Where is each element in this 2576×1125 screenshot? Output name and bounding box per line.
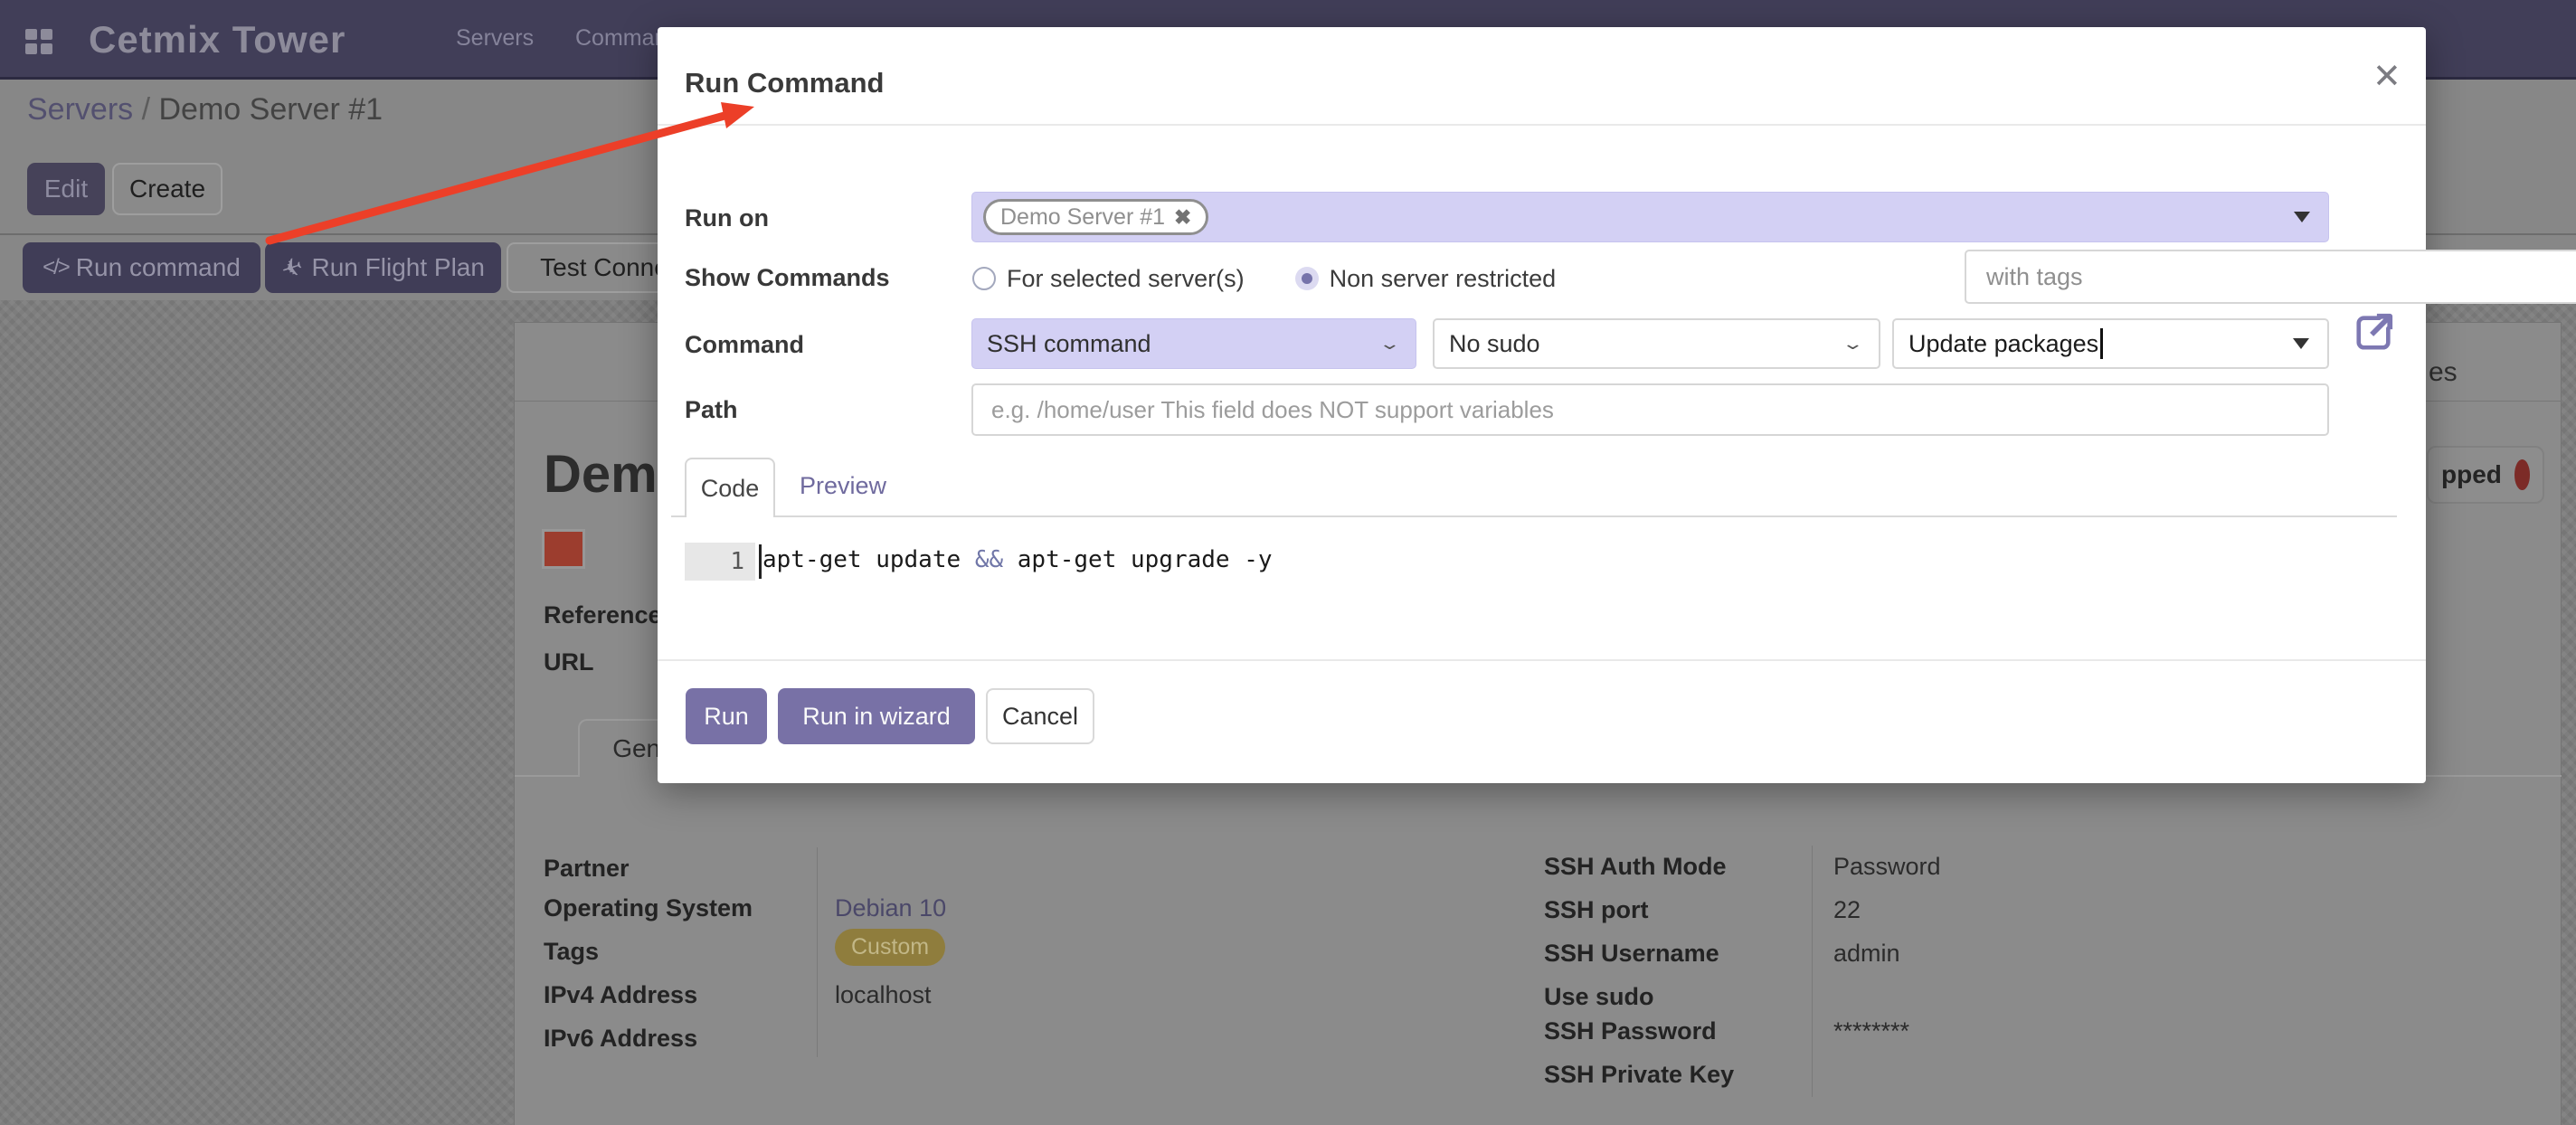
divider (1812, 846, 1813, 1097)
ssh-port-value: 22 (1833, 896, 1861, 923)
status-badge[interactable]: pped (2427, 446, 2544, 504)
ssh-username-label: SSH Username (1544, 940, 1719, 967)
tab-code[interactable]: Code (685, 458, 775, 517)
run-on-label: Run on (685, 204, 769, 232)
close-icon[interactable]: ✕ (2372, 58, 2401, 96)
color-swatch[interactable] (542, 529, 585, 569)
run-button[interactable]: Run (686, 688, 767, 744)
divider (658, 124, 2426, 126)
ssh-password-label: SSH Password (1544, 1017, 1717, 1045)
divider (817, 847, 818, 1057)
line-number: 1 (685, 543, 755, 581)
create-button[interactable]: Create (112, 163, 223, 215)
ssh-username-value: admin (1833, 940, 1900, 967)
plane-icon: ✈ (277, 251, 307, 285)
text-cursor (2100, 328, 2104, 359)
tags-label: Tags (544, 938, 600, 965)
show-commands-label: Show Commands (685, 264, 890, 291)
partner-label: Partner (544, 855, 630, 882)
url-label: URL (544, 648, 594, 676)
os-label: Operating System (544, 894, 753, 922)
app-brand[interactable]: Cetmix Tower (89, 18, 346, 61)
run-flight-plan-button[interactable]: ✈ Run Flight Plan (265, 242, 501, 293)
radio-label[interactable]: Non server restricted (1329, 264, 1557, 292)
status-dot-icon (2514, 459, 2530, 490)
ssh-port-label: SSH port (1544, 896, 1649, 923)
dropdown-caret-icon (2293, 338, 2309, 349)
apps-grid-icon[interactable] (25, 29, 52, 54)
ssh-auth-mode-value: Password (1833, 853, 1941, 880)
select-chevron-icon: ⌄ (1841, 335, 1864, 353)
ssh-auth-mode-label: SSH Auth Mode (1544, 853, 1727, 880)
select-chevron-icon: ⌄ (1378, 335, 1401, 353)
command-label: Command (685, 331, 805, 358)
command-type-select[interactable]: SSH command ⌄ (971, 318, 1416, 369)
os-value[interactable]: Debian 10 (835, 894, 947, 922)
radio-non-server-restricted[interactable] (1294, 267, 1319, 290)
with-tags-select[interactable]: with tags (1965, 250, 2576, 304)
tag-badge: Custom (835, 929, 946, 966)
radio-label[interactable]: For selected server(s) (1007, 264, 1245, 292)
server-tag[interactable]: Demo Server #1 ✖ (983, 199, 1209, 235)
ssh-password-value: ******** (1833, 1017, 1910, 1045)
dialog-title: Run Command (685, 67, 885, 99)
sudo-select[interactable]: No sudo ⌄ (1433, 318, 1880, 369)
dropdown-caret-icon[interactable] (2294, 212, 2310, 222)
show-commands-row: For selected server(s) Non server restri… (972, 250, 2576, 306)
run-command-button[interactable]: </> Run command (23, 242, 260, 293)
ipv4-label: IPv4 Address (544, 981, 698, 1008)
external-link-icon[interactable] (2353, 311, 2395, 353)
breadcrumb-current: Demo Server #1 (158, 92, 384, 127)
tab-border (671, 515, 2397, 517)
cancel-button[interactable]: Cancel (986, 688, 1094, 744)
tab-preview[interactable]: Preview (800, 472, 887, 499)
ipv6-label: IPv6 Address (544, 1025, 698, 1052)
truncated-smart-button-text[interactable]: es (2429, 357, 2458, 387)
use-sudo-label: Use sudo (1544, 983, 1654, 1010)
breadcrumb: Servers / Demo Server #1 (27, 92, 384, 127)
code-icon: </> (43, 255, 71, 279)
ssh-private-key-label: SSH Private Key (1544, 1061, 1735, 1088)
nav-item-servers[interactable]: Servers (456, 25, 535, 51)
command-input[interactable]: Update packages (1892, 318, 2329, 369)
editor-cursor (759, 544, 762, 579)
breadcrumb-servers[interactable]: Servers (27, 92, 134, 127)
remove-tag-icon[interactable]: ✖ (1174, 204, 1192, 229)
run-command-dialog: Run Command ✕ Run on Demo Server #1 ✖ Sh… (658, 27, 2576, 783)
edit-button[interactable]: Edit (27, 163, 105, 215)
path-label: Path (685, 396, 738, 423)
run-on-field[interactable]: Demo Server #1 ✖ (971, 192, 2329, 242)
radio-for-selected-servers[interactable] (972, 267, 996, 290)
divider (658, 659, 2426, 661)
path-input[interactable]: e.g. /home/user This field does NOT supp… (971, 383, 2329, 436)
reference-label: Reference (544, 601, 662, 629)
ipv4-value: localhost (835, 981, 932, 1008)
run-in-wizard-button[interactable]: Run in wizard (778, 688, 975, 744)
code-line[interactable]: apt-get update && apt-get upgrade -y (762, 546, 1273, 573)
